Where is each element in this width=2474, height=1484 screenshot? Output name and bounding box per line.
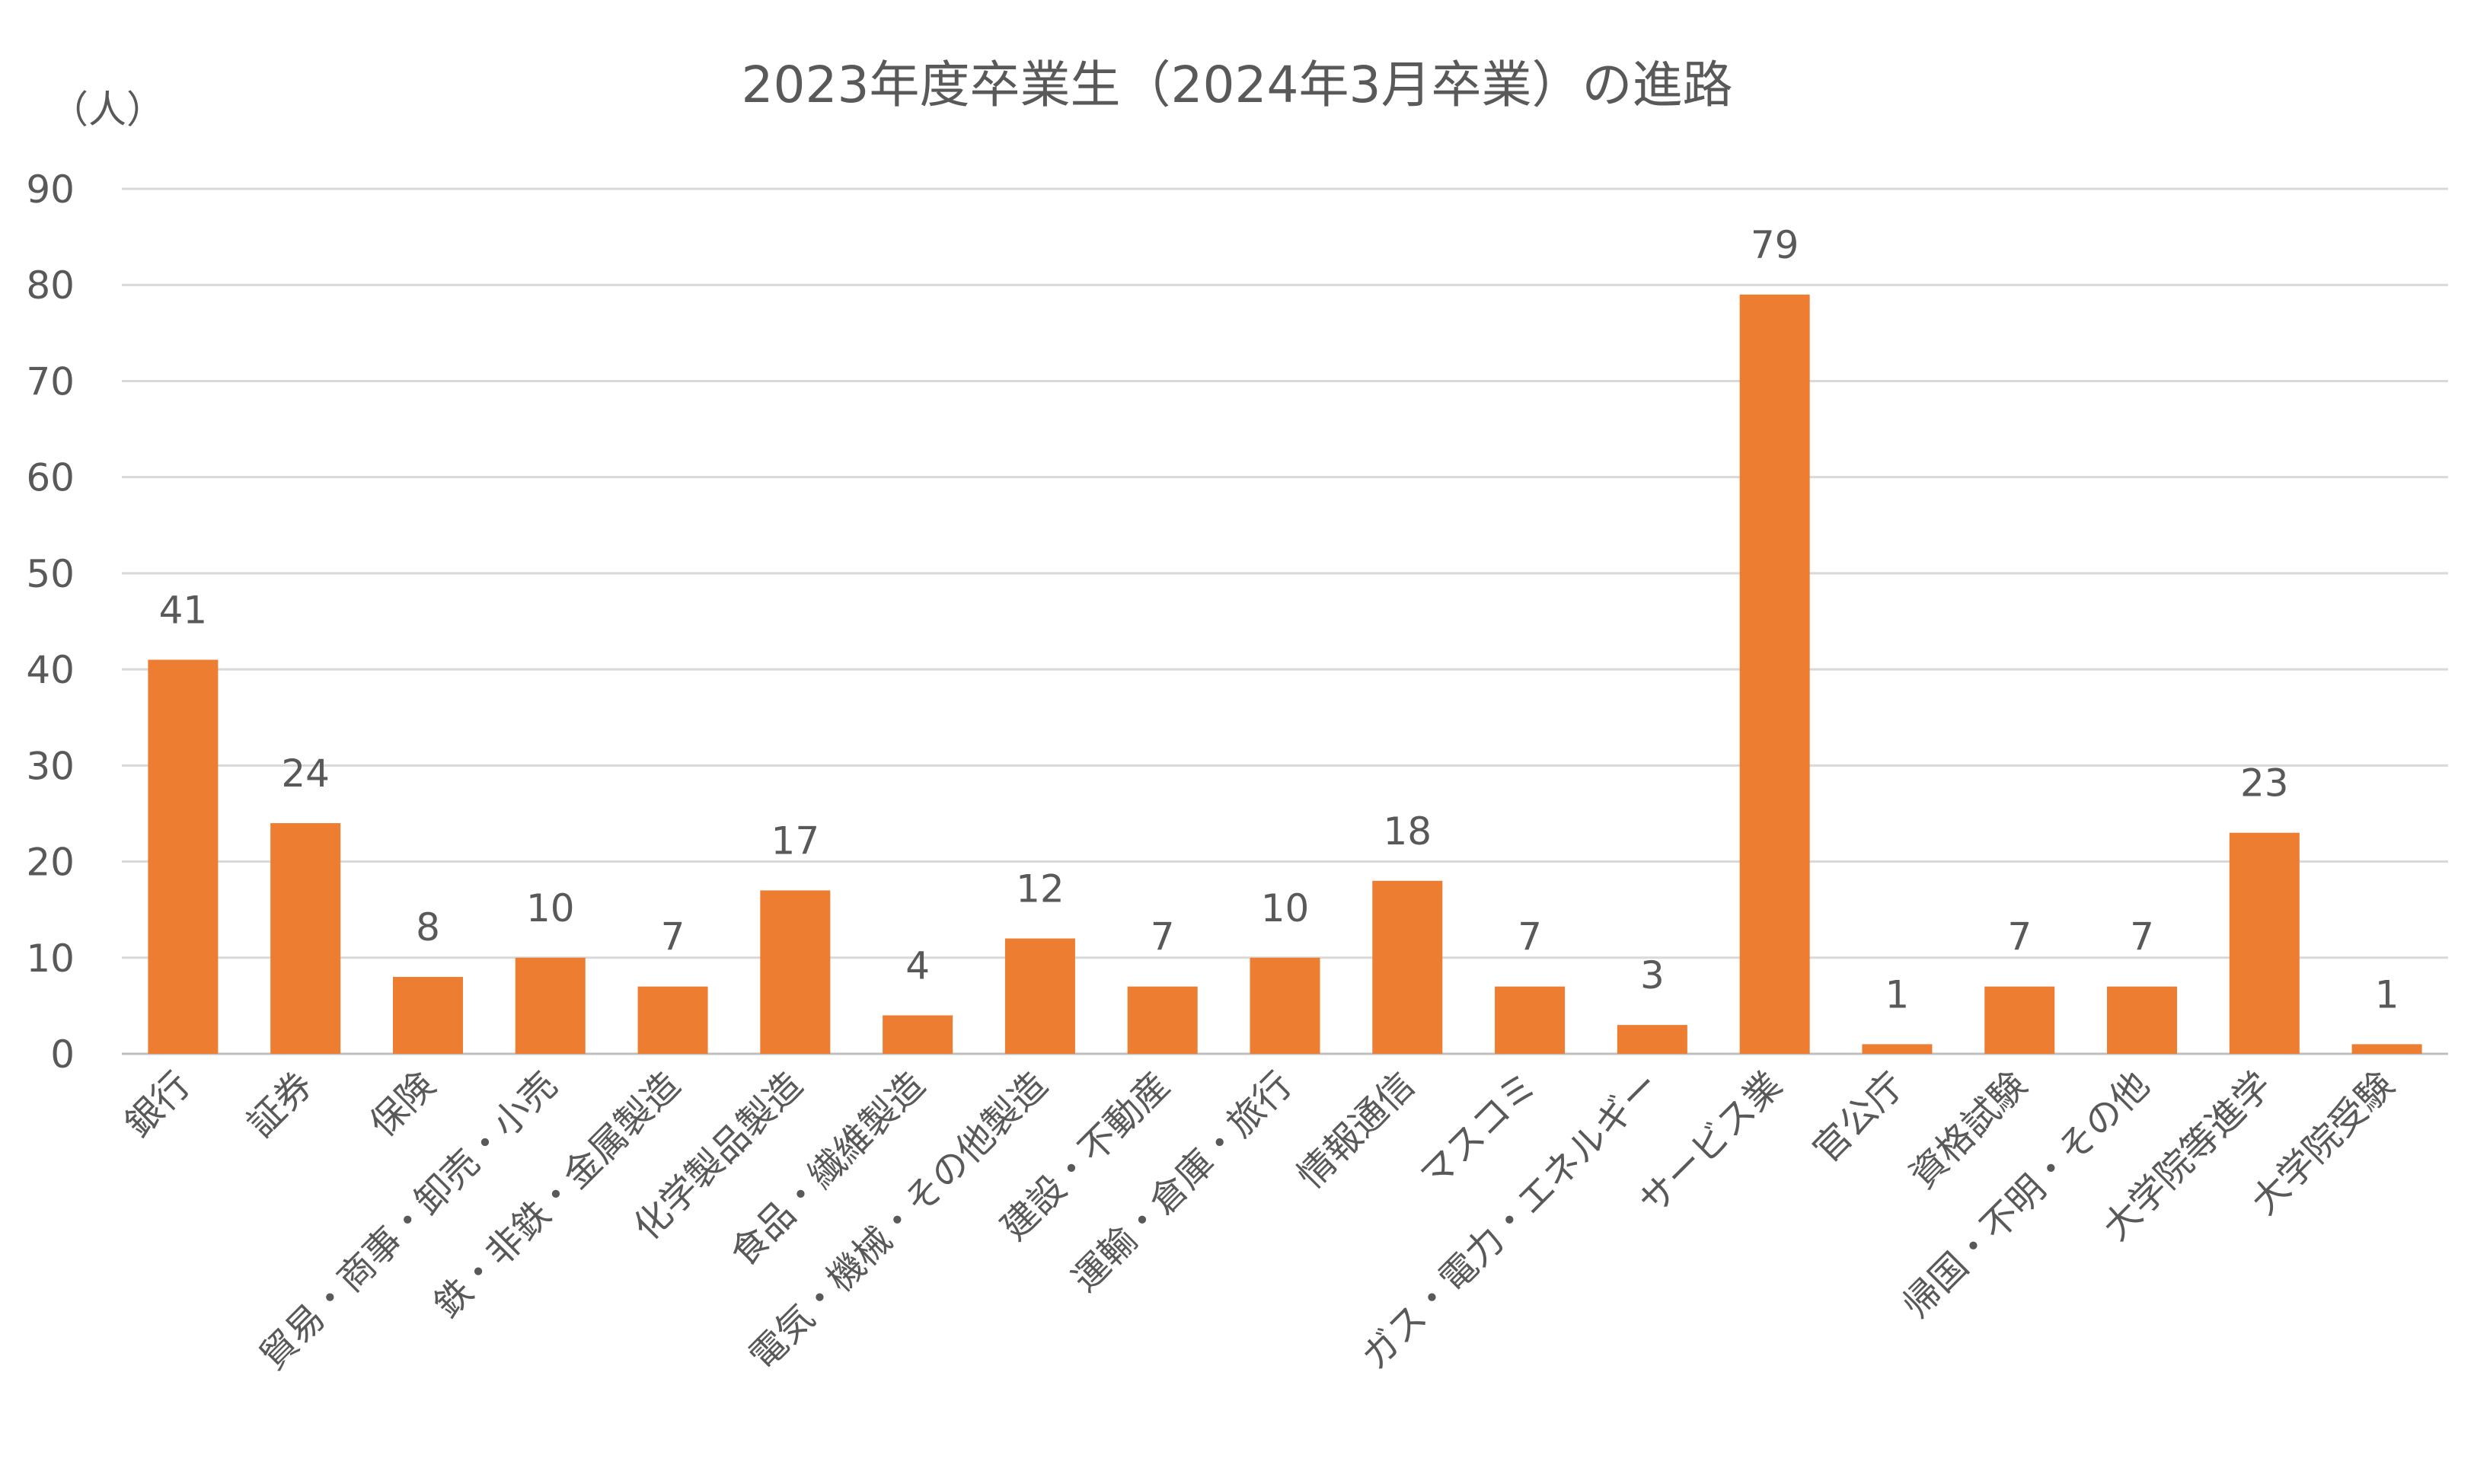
category-label: 情報通信: [1289, 1064, 1422, 1197]
data-label: 41: [159, 588, 208, 632]
y-tick-label: 0: [50, 1032, 75, 1077]
data-label: 8: [416, 905, 440, 949]
bar: [760, 890, 831, 1054]
y-axis-ticks: 0 10 20 30 40 50 60 70 80 90: [26, 168, 75, 1077]
category-labels: 銀行 証券 保険貿易・商事・卸売・小売鉄・非鉄・金属製造化学製品製造食品・繊維製造電…: [117, 1064, 2402, 1378]
y-tick-label: 40: [26, 648, 75, 692]
data-label: 18: [1383, 809, 1432, 854]
bar: [515, 957, 586, 1054]
bars: [148, 294, 2422, 1054]
y-tick-label: 90: [26, 168, 75, 212]
bar: [1862, 1044, 1933, 1054]
category-label: 銀行: [117, 1064, 198, 1145]
data-label: 24: [281, 752, 330, 796]
y-tick-label: 30: [26, 744, 75, 788]
data-label: 7: [1151, 915, 1175, 959]
data-label: 23: [2240, 761, 2289, 806]
bar: [637, 986, 708, 1054]
y-tick-label: 10: [26, 937, 75, 981]
bar: [2351, 1044, 2422, 1054]
y-axis-unit-label: （人）: [50, 88, 164, 132]
bar: [392, 977, 463, 1054]
bar: [1250, 957, 1320, 1054]
gridlines: [122, 187, 2448, 1055]
data-label: 1: [1885, 972, 1910, 1016]
data-label: 12: [1016, 867, 1065, 911]
data-label: 7: [2007, 915, 2032, 959]
bar: [1617, 1025, 1687, 1054]
bar: [148, 659, 219, 1054]
bar: [1127, 986, 1198, 1054]
category-label: 保険: [362, 1064, 443, 1145]
bar: [1372, 880, 1443, 1054]
data-label: 7: [1518, 915, 1542, 959]
bar: [2107, 986, 2178, 1054]
data-label: 1: [2375, 972, 2399, 1016]
data-label: 17: [771, 819, 820, 863]
bar: [1495, 986, 1566, 1054]
data-label: 7: [2130, 915, 2154, 959]
bar: [1739, 294, 1810, 1054]
category-label: 運輸・倉庫・旅行: [1064, 1064, 1301, 1300]
chart-title: 2023年度卒業生（2024年3月卒業）の進路: [741, 56, 1733, 114]
bar: [1984, 986, 2055, 1054]
data-label: 79: [1751, 223, 1799, 267]
data-label: 7: [661, 915, 685, 959]
data-label: 4: [905, 944, 930, 988]
y-tick-label: 60: [26, 456, 75, 500]
bar: [2229, 832, 2300, 1054]
bar: [883, 1015, 953, 1054]
data-label: 10: [1261, 886, 1310, 930]
y-tick-label: 50: [26, 552, 75, 596]
data-label: 10: [526, 886, 575, 930]
y-tick-label: 20: [26, 841, 75, 885]
bar: [270, 823, 341, 1054]
y-tick-label: 70: [26, 359, 75, 404]
data-label: 3: [1640, 953, 1665, 997]
category-label: 証券: [239, 1064, 321, 1145]
category-label: 官公庁: [1805, 1064, 1913, 1171]
y-tick-label: 80: [26, 263, 75, 308]
bar: [1004, 938, 1075, 1054]
